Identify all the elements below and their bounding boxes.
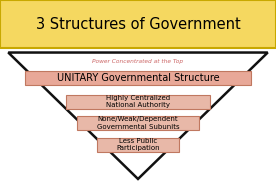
Text: Power Concentrated at the Top: Power Concentrated at the Top [92, 59, 184, 64]
FancyBboxPatch shape [77, 116, 199, 130]
Text: None/Weak/Dependent
Governmental Subunits: None/Weak/Dependent Governmental Subunit… [97, 116, 179, 130]
FancyBboxPatch shape [97, 138, 179, 152]
FancyBboxPatch shape [25, 71, 251, 85]
Text: 3 Structures of Government: 3 Structures of Government [36, 17, 240, 32]
FancyBboxPatch shape [66, 95, 210, 109]
FancyBboxPatch shape [0, 0, 276, 48]
Text: Less Public
Participation: Less Public Participation [116, 138, 160, 151]
Polygon shape [8, 53, 268, 179]
Text: Highly Centralized
National Authority: Highly Centralized National Authority [106, 95, 170, 108]
Text: UNITARY Governmental Structure: UNITARY Governmental Structure [57, 73, 219, 83]
